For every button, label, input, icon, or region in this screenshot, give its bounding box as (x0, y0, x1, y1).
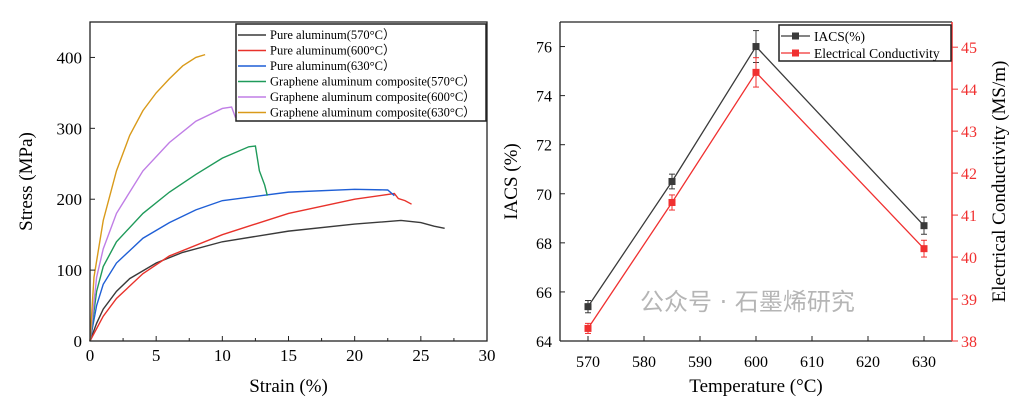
y-tick-label: 72 (536, 138, 552, 155)
x-tick-label: 0 (86, 346, 95, 365)
x-tick-label: 620 (856, 354, 880, 371)
x-axis-label: Strain (%) (249, 376, 328, 397)
x-tick-label: 630 (912, 354, 936, 371)
y-right-tick-label: 42 (961, 166, 977, 183)
legend-label-0: IACS(%) (814, 29, 865, 44)
series-line-2 (89, 188, 395, 342)
x-tick-label: 30 (479, 346, 496, 365)
x-tick-label: 570 (576, 354, 600, 371)
y-axis-label: IACS (%) (501, 143, 522, 220)
series-line-0 (587, 45, 925, 308)
series-line-4 (89, 106, 237, 342)
y-right-tick-label: 40 (961, 250, 977, 267)
y-right-tick-label: 41 (961, 208, 977, 225)
data-point (584, 324, 592, 332)
legend: IACS(%) Electrical Conductivity (778, 24, 952, 62)
y-right-axis-label: Electrical Conductivity (MS/m) (989, 61, 1010, 303)
y-tick-label: 76 (536, 40, 552, 57)
y-tick-label: 0 (74, 332, 83, 351)
series-line-3 (89, 145, 269, 342)
x-tick-label: 20 (346, 346, 363, 365)
x-tick-label: 25 (412, 346, 429, 365)
x-tick-label: 590 (688, 354, 712, 371)
legend-label-0: Pure aluminum(570°C） (270, 28, 395, 42)
x-tick-label: 580 (632, 354, 656, 371)
legend-box (778, 24, 952, 62)
legend-marker-1 (792, 49, 799, 57)
data-point (584, 303, 592, 311)
series-line-0 (89, 219, 445, 342)
data-point (668, 198, 676, 206)
series-line-1 (587, 71, 925, 329)
data-point (668, 178, 676, 185)
data-point (920, 245, 928, 253)
y-right-tick-label: 39 (961, 292, 977, 309)
legend-label-2: Pure aluminum(630°C） (270, 59, 395, 73)
y-right-tick-label: 45 (961, 40, 977, 57)
y-tick-label: 74 (536, 89, 552, 106)
data-point (752, 68, 760, 76)
y-right-tick-label: 38 (961, 334, 977, 351)
legend-label-5: Graphene aluminum composite(630°C） (270, 106, 476, 120)
x-tick-label: 5 (152, 346, 161, 365)
x-tick-label: 15 (280, 346, 297, 365)
x-axis-label: Temperature (°C) (689, 376, 822, 397)
y-tick-label: 400 (57, 48, 83, 67)
data-point (752, 43, 760, 51)
legend-label-4: Graphene aluminum composite(600°C） (270, 90, 476, 104)
y-tick-label: 66 (536, 285, 552, 302)
x-tick-label: 600 (744, 354, 768, 371)
data-point (920, 222, 928, 230)
legend-label-1: Pure aluminum(600°C） (270, 44, 395, 58)
y-right-tick-label: 43 (961, 124, 977, 141)
y-tick-label: 64 (536, 334, 552, 351)
y-tick-label: 100 (57, 261, 83, 280)
legend-marker-0 (792, 32, 799, 40)
y-axis-label: Stress (MPa) (16, 132, 37, 231)
y-tick-label: 70 (536, 187, 552, 204)
legend-label-1: Electrical Conductivity (814, 46, 940, 61)
x-tick-label: 610 (800, 354, 824, 371)
series-line-5 (89, 53, 206, 342)
legend: Pure aluminum(570°C） Pure aluminum(600°C）… (235, 23, 487, 122)
y-tick-label: 300 (57, 119, 83, 138)
y-tick-label: 68 (536, 236, 552, 253)
x-tick-label: 10 (214, 346, 231, 365)
watermark: 公众号 · 石墨烯研究 (640, 288, 855, 316)
series-line-1 (89, 192, 412, 342)
legend-box (235, 23, 487, 122)
y-right-tick-label: 44 (961, 82, 977, 99)
legend-label-3: Graphene aluminum composite(570°C） (270, 75, 476, 89)
y-tick-label: 200 (57, 190, 83, 209)
